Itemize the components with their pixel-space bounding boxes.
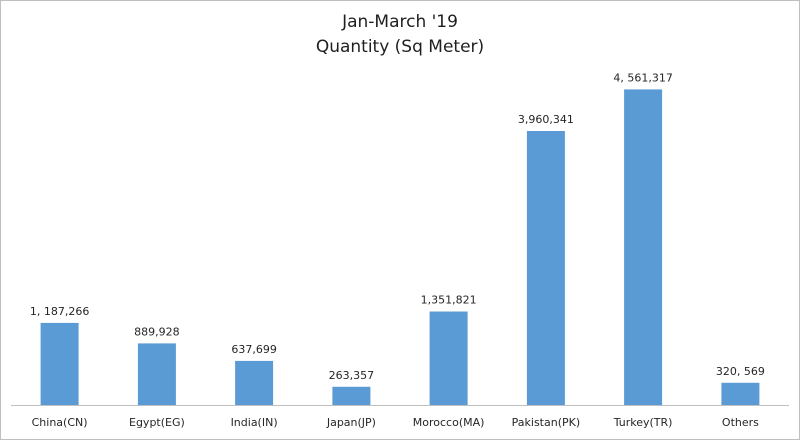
chart-title: Jan-March '19	[342, 12, 458, 32]
data-label: 637,699	[231, 343, 277, 356]
bar-others	[721, 382, 760, 405]
bar-india-in	[235, 360, 274, 405]
bar-pakistan-pk	[526, 131, 565, 405]
bar-japan-jp	[332, 386, 371, 405]
x-tick-label: Egypt(EG)	[129, 416, 185, 429]
data-label: 263,357	[329, 369, 375, 382]
x-tick-label: Pakistan(PK)	[512, 416, 581, 429]
x-tick-label: Japan(JP)	[326, 416, 376, 429]
x-tick-label: India(IN)	[231, 416, 278, 429]
data-label: 4, 561,317	[613, 71, 672, 84]
data-label: 889,928	[134, 325, 180, 338]
x-tick-label: Others	[722, 416, 759, 429]
x-tick-label: China(CN)	[32, 416, 88, 429]
bar-china-cn	[40, 322, 79, 405]
data-label: 320, 569	[716, 365, 765, 378]
data-label: 3,960,341	[518, 113, 574, 126]
data-label: 1, 187,266	[30, 305, 89, 318]
chart-subtitle: Quantity (Sq Meter)	[315, 37, 485, 57]
bar-egypt-eg	[137, 343, 176, 405]
bar-turkey-tr	[624, 89, 663, 406]
x-tick-label: Morocco(MA)	[413, 416, 485, 429]
x-tick-label: Turkey(TR)	[613, 416, 673, 429]
bar-morocco-ma	[429, 311, 468, 405]
data-label: 1,351,821	[421, 294, 477, 307]
